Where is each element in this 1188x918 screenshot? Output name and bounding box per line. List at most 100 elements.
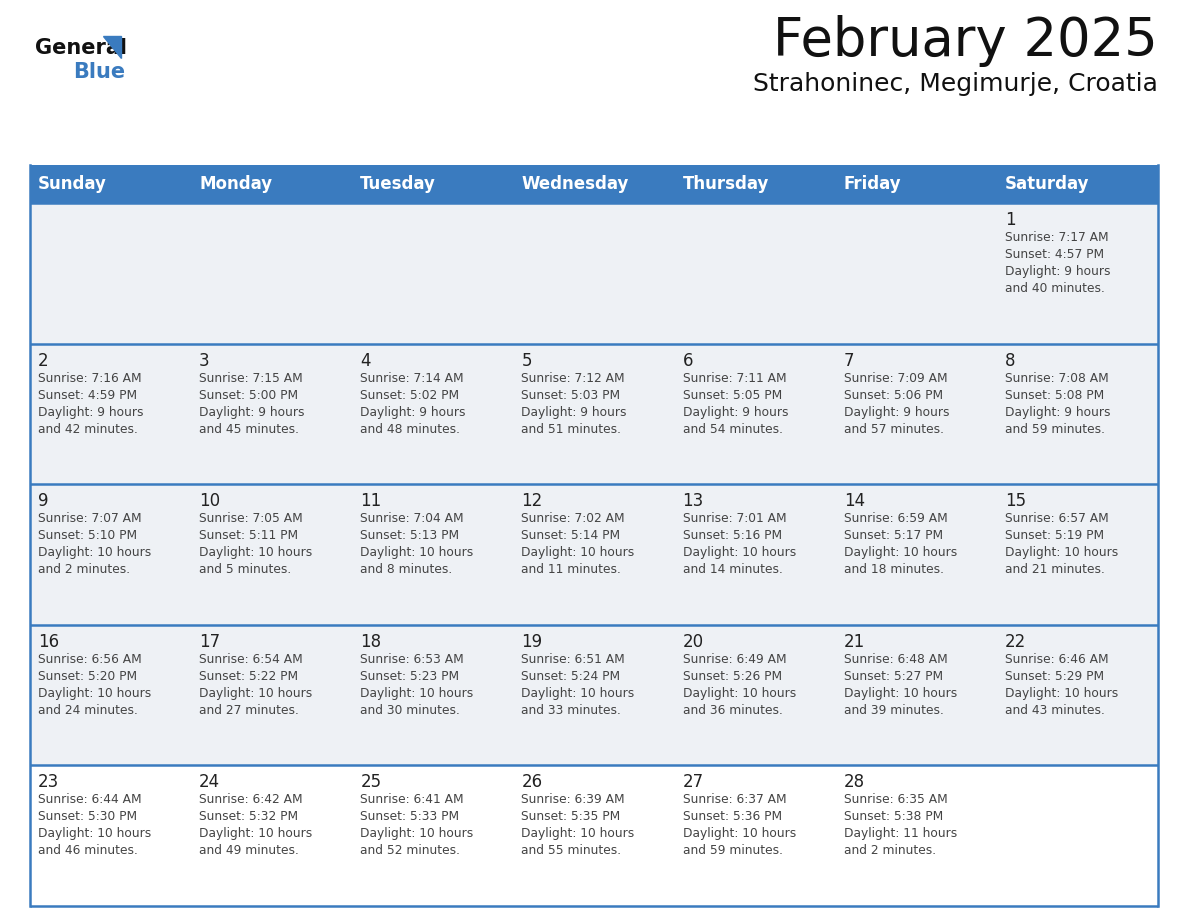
- Text: and 48 minutes.: and 48 minutes.: [360, 422, 460, 436]
- Text: Sunset: 5:13 PM: Sunset: 5:13 PM: [360, 529, 460, 543]
- Text: 8: 8: [1005, 352, 1016, 370]
- Text: and 39 minutes.: and 39 minutes.: [843, 704, 943, 717]
- Text: 12: 12: [522, 492, 543, 510]
- Text: Sunset: 5:02 PM: Sunset: 5:02 PM: [360, 388, 460, 401]
- Text: 20: 20: [683, 633, 703, 651]
- Text: Daylight: 10 hours: Daylight: 10 hours: [38, 827, 151, 840]
- Text: Daylight: 10 hours: Daylight: 10 hours: [683, 827, 796, 840]
- Text: Daylight: 10 hours: Daylight: 10 hours: [522, 687, 634, 700]
- Text: 25: 25: [360, 773, 381, 791]
- Text: 7: 7: [843, 352, 854, 370]
- Text: Daylight: 10 hours: Daylight: 10 hours: [522, 827, 634, 840]
- Text: and 30 minutes.: and 30 minutes.: [360, 704, 460, 717]
- Text: and 54 minutes.: and 54 minutes.: [683, 422, 783, 436]
- Text: 16: 16: [38, 633, 59, 651]
- Text: Sunrise: 7:05 AM: Sunrise: 7:05 AM: [200, 512, 303, 525]
- Text: Daylight: 10 hours: Daylight: 10 hours: [1005, 546, 1118, 559]
- Text: 1: 1: [1005, 211, 1016, 229]
- Text: Daylight: 10 hours: Daylight: 10 hours: [360, 687, 474, 700]
- Text: 24: 24: [200, 773, 220, 791]
- Text: and 21 minutes.: and 21 minutes.: [1005, 564, 1105, 577]
- Text: 14: 14: [843, 492, 865, 510]
- Text: and 2 minutes.: and 2 minutes.: [843, 845, 936, 857]
- Text: Sunrise: 6:46 AM: Sunrise: 6:46 AM: [1005, 653, 1108, 666]
- Text: Daylight: 9 hours: Daylight: 9 hours: [683, 406, 788, 419]
- Text: and 18 minutes.: and 18 minutes.: [843, 564, 943, 577]
- Text: and 51 minutes.: and 51 minutes.: [522, 422, 621, 436]
- Text: Sunrise: 7:02 AM: Sunrise: 7:02 AM: [522, 512, 625, 525]
- Text: Daylight: 11 hours: Daylight: 11 hours: [843, 827, 958, 840]
- Text: and 40 minutes.: and 40 minutes.: [1005, 282, 1105, 295]
- Text: Sunrise: 6:41 AM: Sunrise: 6:41 AM: [360, 793, 463, 806]
- Text: Sunset: 5:16 PM: Sunset: 5:16 PM: [683, 529, 782, 543]
- Text: Sunrise: 7:07 AM: Sunrise: 7:07 AM: [38, 512, 141, 525]
- Text: and 36 minutes.: and 36 minutes.: [683, 704, 783, 717]
- Text: Daylight: 9 hours: Daylight: 9 hours: [360, 406, 466, 419]
- Text: 15: 15: [1005, 492, 1026, 510]
- Text: and 49 minutes.: and 49 minutes.: [200, 845, 299, 857]
- Text: and 33 minutes.: and 33 minutes.: [522, 704, 621, 717]
- Text: Sunset: 5:10 PM: Sunset: 5:10 PM: [38, 529, 137, 543]
- Text: and 27 minutes.: and 27 minutes.: [200, 704, 299, 717]
- Text: Sunset: 4:59 PM: Sunset: 4:59 PM: [38, 388, 137, 401]
- Text: Daylight: 10 hours: Daylight: 10 hours: [522, 546, 634, 559]
- Text: Sunset: 5:30 PM: Sunset: 5:30 PM: [38, 811, 137, 823]
- Text: Sunset: 5:36 PM: Sunset: 5:36 PM: [683, 811, 782, 823]
- Text: Sunrise: 7:11 AM: Sunrise: 7:11 AM: [683, 372, 786, 385]
- Bar: [30, 484, 1158, 625]
- Text: Daylight: 10 hours: Daylight: 10 hours: [683, 687, 796, 700]
- Text: and 24 minutes.: and 24 minutes.: [38, 704, 138, 717]
- Text: Sunset: 5:06 PM: Sunset: 5:06 PM: [843, 388, 943, 401]
- Text: 27: 27: [683, 773, 703, 791]
- Text: Sunrise: 7:09 AM: Sunrise: 7:09 AM: [843, 372, 947, 385]
- Text: and 59 minutes.: and 59 minutes.: [1005, 422, 1105, 436]
- Text: Daylight: 10 hours: Daylight: 10 hours: [683, 546, 796, 559]
- Text: Daylight: 10 hours: Daylight: 10 hours: [38, 546, 151, 559]
- Text: 6: 6: [683, 352, 693, 370]
- Text: Sunset: 5:26 PM: Sunset: 5:26 PM: [683, 670, 782, 683]
- Text: Sunrise: 6:53 AM: Sunrise: 6:53 AM: [360, 653, 465, 666]
- Text: 22: 22: [1005, 633, 1026, 651]
- Text: Daylight: 10 hours: Daylight: 10 hours: [200, 687, 312, 700]
- Text: 17: 17: [200, 633, 220, 651]
- Text: Daylight: 10 hours: Daylight: 10 hours: [38, 687, 151, 700]
- Text: Sunrise: 7:12 AM: Sunrise: 7:12 AM: [522, 372, 625, 385]
- Text: Blue: Blue: [72, 62, 125, 82]
- Text: 26: 26: [522, 773, 543, 791]
- Text: Sunset: 5:32 PM: Sunset: 5:32 PM: [200, 811, 298, 823]
- Text: Strahoninec, Megimurje, Croatia: Strahoninec, Megimurje, Croatia: [753, 72, 1158, 96]
- Text: and 57 minutes.: and 57 minutes.: [843, 422, 943, 436]
- Text: Daylight: 9 hours: Daylight: 9 hours: [1005, 265, 1111, 278]
- Text: Sunrise: 6:59 AM: Sunrise: 6:59 AM: [843, 512, 948, 525]
- Bar: [30, 766, 1158, 906]
- Polygon shape: [103, 36, 121, 58]
- Text: Sunset: 5:19 PM: Sunset: 5:19 PM: [1005, 529, 1104, 543]
- Text: 9: 9: [38, 492, 49, 510]
- Text: Sunset: 5:17 PM: Sunset: 5:17 PM: [843, 529, 943, 543]
- Text: 10: 10: [200, 492, 220, 510]
- Text: Sunset: 4:57 PM: Sunset: 4:57 PM: [1005, 248, 1104, 261]
- Text: and 52 minutes.: and 52 minutes.: [360, 845, 460, 857]
- Text: Daylight: 10 hours: Daylight: 10 hours: [360, 827, 474, 840]
- Text: Sunset: 5:35 PM: Sunset: 5:35 PM: [522, 811, 620, 823]
- Text: Sunrise: 6:37 AM: Sunrise: 6:37 AM: [683, 793, 786, 806]
- Text: Daylight: 9 hours: Daylight: 9 hours: [843, 406, 949, 419]
- Text: and 55 minutes.: and 55 minutes.: [522, 845, 621, 857]
- Text: Sunset: 5:14 PM: Sunset: 5:14 PM: [522, 529, 620, 543]
- Text: 11: 11: [360, 492, 381, 510]
- Text: Daylight: 10 hours: Daylight: 10 hours: [843, 546, 958, 559]
- Text: Daylight: 9 hours: Daylight: 9 hours: [38, 406, 144, 419]
- Text: Sunrise: 6:42 AM: Sunrise: 6:42 AM: [200, 793, 303, 806]
- Bar: [30, 203, 1158, 343]
- Text: Sunrise: 6:35 AM: Sunrise: 6:35 AM: [843, 793, 948, 806]
- Text: Daylight: 9 hours: Daylight: 9 hours: [522, 406, 627, 419]
- Text: Sunset: 5:03 PM: Sunset: 5:03 PM: [522, 388, 620, 401]
- Text: and 11 minutes.: and 11 minutes.: [522, 564, 621, 577]
- Text: Sunset: 5:00 PM: Sunset: 5:00 PM: [200, 388, 298, 401]
- Bar: [30, 625, 1158, 766]
- Text: Sunset: 5:20 PM: Sunset: 5:20 PM: [38, 670, 137, 683]
- Text: Sunrise: 7:17 AM: Sunrise: 7:17 AM: [1005, 231, 1108, 244]
- Text: and 14 minutes.: and 14 minutes.: [683, 564, 783, 577]
- Text: Daylight: 10 hours: Daylight: 10 hours: [200, 546, 312, 559]
- Text: Sunrise: 7:08 AM: Sunrise: 7:08 AM: [1005, 372, 1108, 385]
